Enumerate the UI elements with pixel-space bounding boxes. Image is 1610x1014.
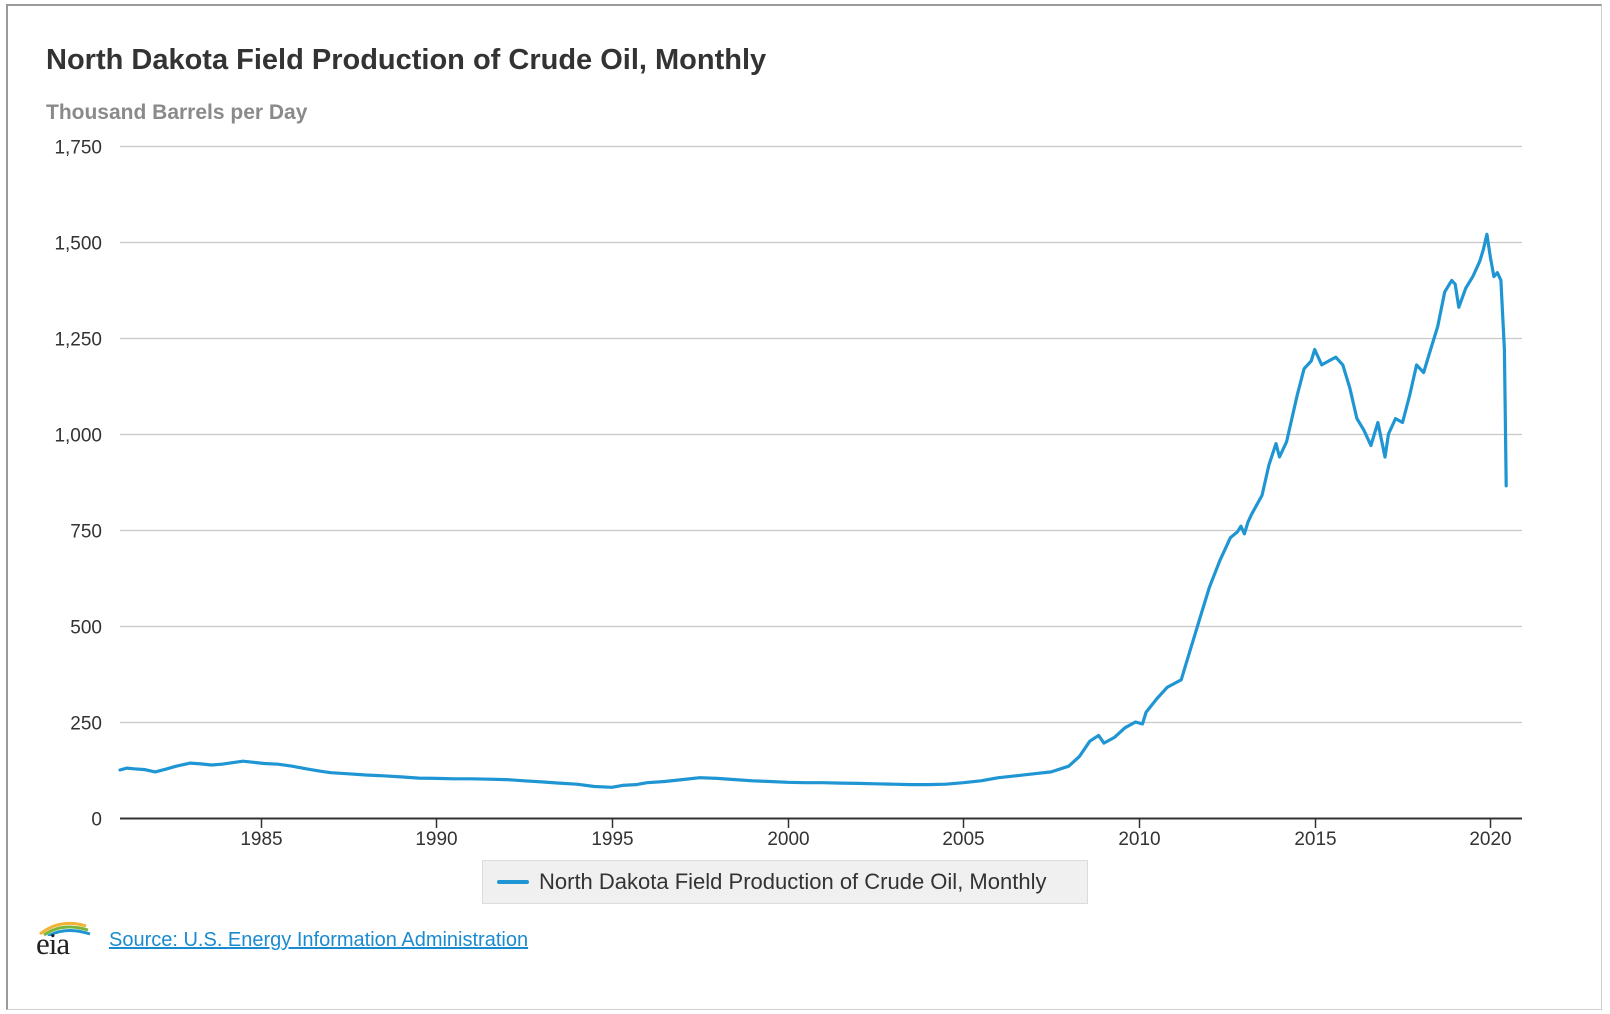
x-tick-label: 2020 [1469, 829, 1511, 850]
series-line[interactable] [118, 232, 1508, 789]
x-tick-label: 2005 [942, 829, 984, 850]
x-tick-label: 2010 [1118, 829, 1160, 850]
axis-ticks: 0 250 500 750 1,000 1,250 1,500 1,750 1985 1990 19… [54, 138, 1511, 851]
y-tick-label: 750 [70, 522, 102, 543]
chart-subtitle: Thousand Barrels per Day [46, 101, 308, 124]
legend-item[interactable]: North Dakota Field Production of Crude O… [482, 860, 1088, 904]
logo-swoosh [39, 921, 91, 936]
legend-label: North Dakota Field Production of Crude O… [539, 869, 1047, 894]
grid-lines [120, 145, 1522, 820]
x-tick-label: 1995 [591, 829, 633, 850]
x-tick-label: 1985 [240, 829, 282, 850]
chart-frame [6, 4, 1602, 1010]
series-layer [118, 232, 1508, 789]
eia-logo-icon[interactable]: eia [36, 916, 96, 962]
y-tick-label: 250 [70, 714, 102, 735]
y-tick-label: 1,000 [54, 426, 102, 447]
y-tick-label: 1,500 [54, 234, 102, 255]
x-tick-label: 2015 [1294, 829, 1336, 850]
legend-line-swatch [497, 880, 529, 884]
y-tick-label: 0 [91, 810, 102, 831]
y-tick-label: 1,250 [54, 330, 102, 351]
y-tick-label: 1,750 [54, 138, 102, 159]
x-tick-label: 1990 [415, 829, 457, 850]
chart-title: North Dakota Field Production of Crude O… [46, 44, 767, 76]
source-link[interactable]: Source: U.S. Energy Information Administ… [109, 929, 529, 951]
x-tick-label: 2000 [767, 829, 809, 850]
y-tick-label: 500 [70, 618, 102, 639]
logo-text: eia [36, 926, 70, 961]
